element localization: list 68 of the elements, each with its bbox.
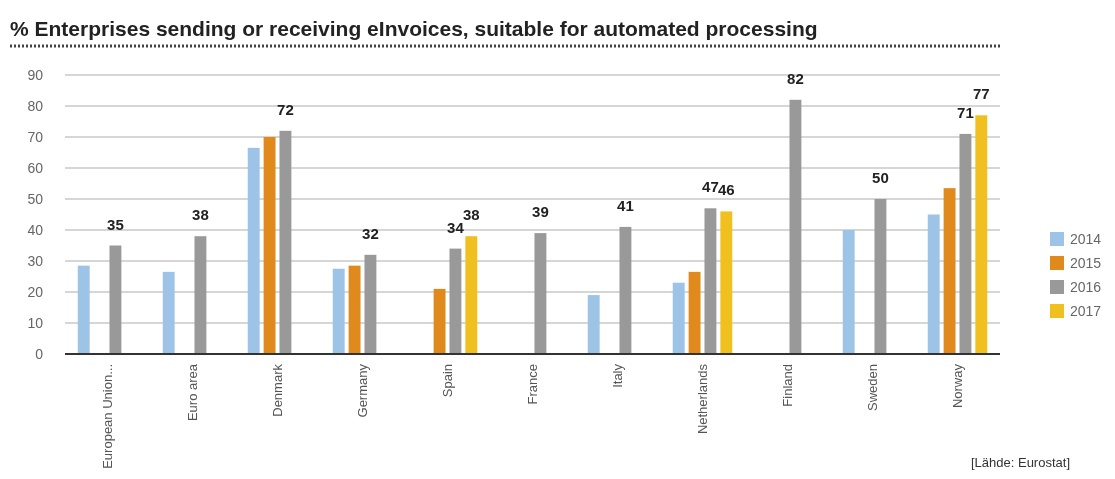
bar [943,188,956,354]
text: [Lähde: Eurostat] [970,455,1070,470]
x-tick-label: Norway [950,363,966,409]
bar [688,271,701,354]
x-tick-label: Italy [610,363,626,388]
y-tick-label: 20 [27,283,44,300]
data-label: 82 [787,69,804,87]
legend-label: 2016 [1070,278,1102,295]
bar [704,208,717,354]
data-label: 77 [972,85,990,103]
y-tick-label: 60 [27,159,44,176]
x-tick-label: European Union... [100,364,116,469]
bar [194,236,207,354]
y-tick-label: 30 [27,252,44,269]
bar [959,133,972,354]
x-tick-label: Germany [355,363,371,418]
bar [77,265,90,354]
data-label: 41 [617,196,634,214]
legend-label: 2017 [1070,302,1102,319]
data-label: 32 [362,224,379,242]
x-tick-label: Finland [780,364,796,407]
y-tick-label: 10 [27,314,44,331]
bar [247,147,260,354]
bar [842,230,855,354]
x-tick-label: Sweden [865,364,881,411]
bar [449,248,462,354]
data-label: 46 [717,181,735,199]
data-label: 72 [277,100,294,118]
bar [332,268,345,354]
chart-title: % Enterprises sending or receiving eInvoices, suitable for automated processing [10,17,818,40]
data-label: 71 [957,103,974,121]
bar [162,271,175,354]
x-tick-label: France [525,364,541,405]
x-tick-label: Netherlands [695,363,711,435]
bar [279,130,292,354]
bar [109,245,122,354]
bar [433,288,446,354]
bar [720,211,733,354]
bar [874,199,887,354]
y-tick-label: 50 [27,190,44,207]
data-label: 35 [107,215,124,233]
data-label: 50 [872,169,889,186]
y-tick-label: 90 [27,66,44,83]
x-tick-label: Spain [440,364,456,398]
x-tick-label: Denmark [270,363,286,417]
bar [348,265,361,354]
bar [619,226,632,354]
bar [789,99,802,354]
y-tick-label: 0 [35,345,44,362]
y-tick-label: 80 [27,97,44,114]
data-label: 39 [532,203,549,221]
bar [465,236,478,354]
bar [534,233,547,354]
bar [364,254,377,354]
bar [587,295,600,354]
legend-label: 2014 [1070,230,1102,247]
legend-label: 2015 [1070,254,1102,271]
y-tick-label: 70 [27,128,44,145]
data-label: 47 [702,178,719,196]
bar [672,282,685,354]
data-label: 38 [462,206,480,224]
data-label: 38 [192,206,209,224]
bar [975,115,988,354]
bar [263,137,276,354]
x-tick-label: Euro area [185,363,201,422]
bar [927,214,940,354]
data-label: 34 [447,218,465,236]
y-tick-label: 40 [27,221,44,238]
